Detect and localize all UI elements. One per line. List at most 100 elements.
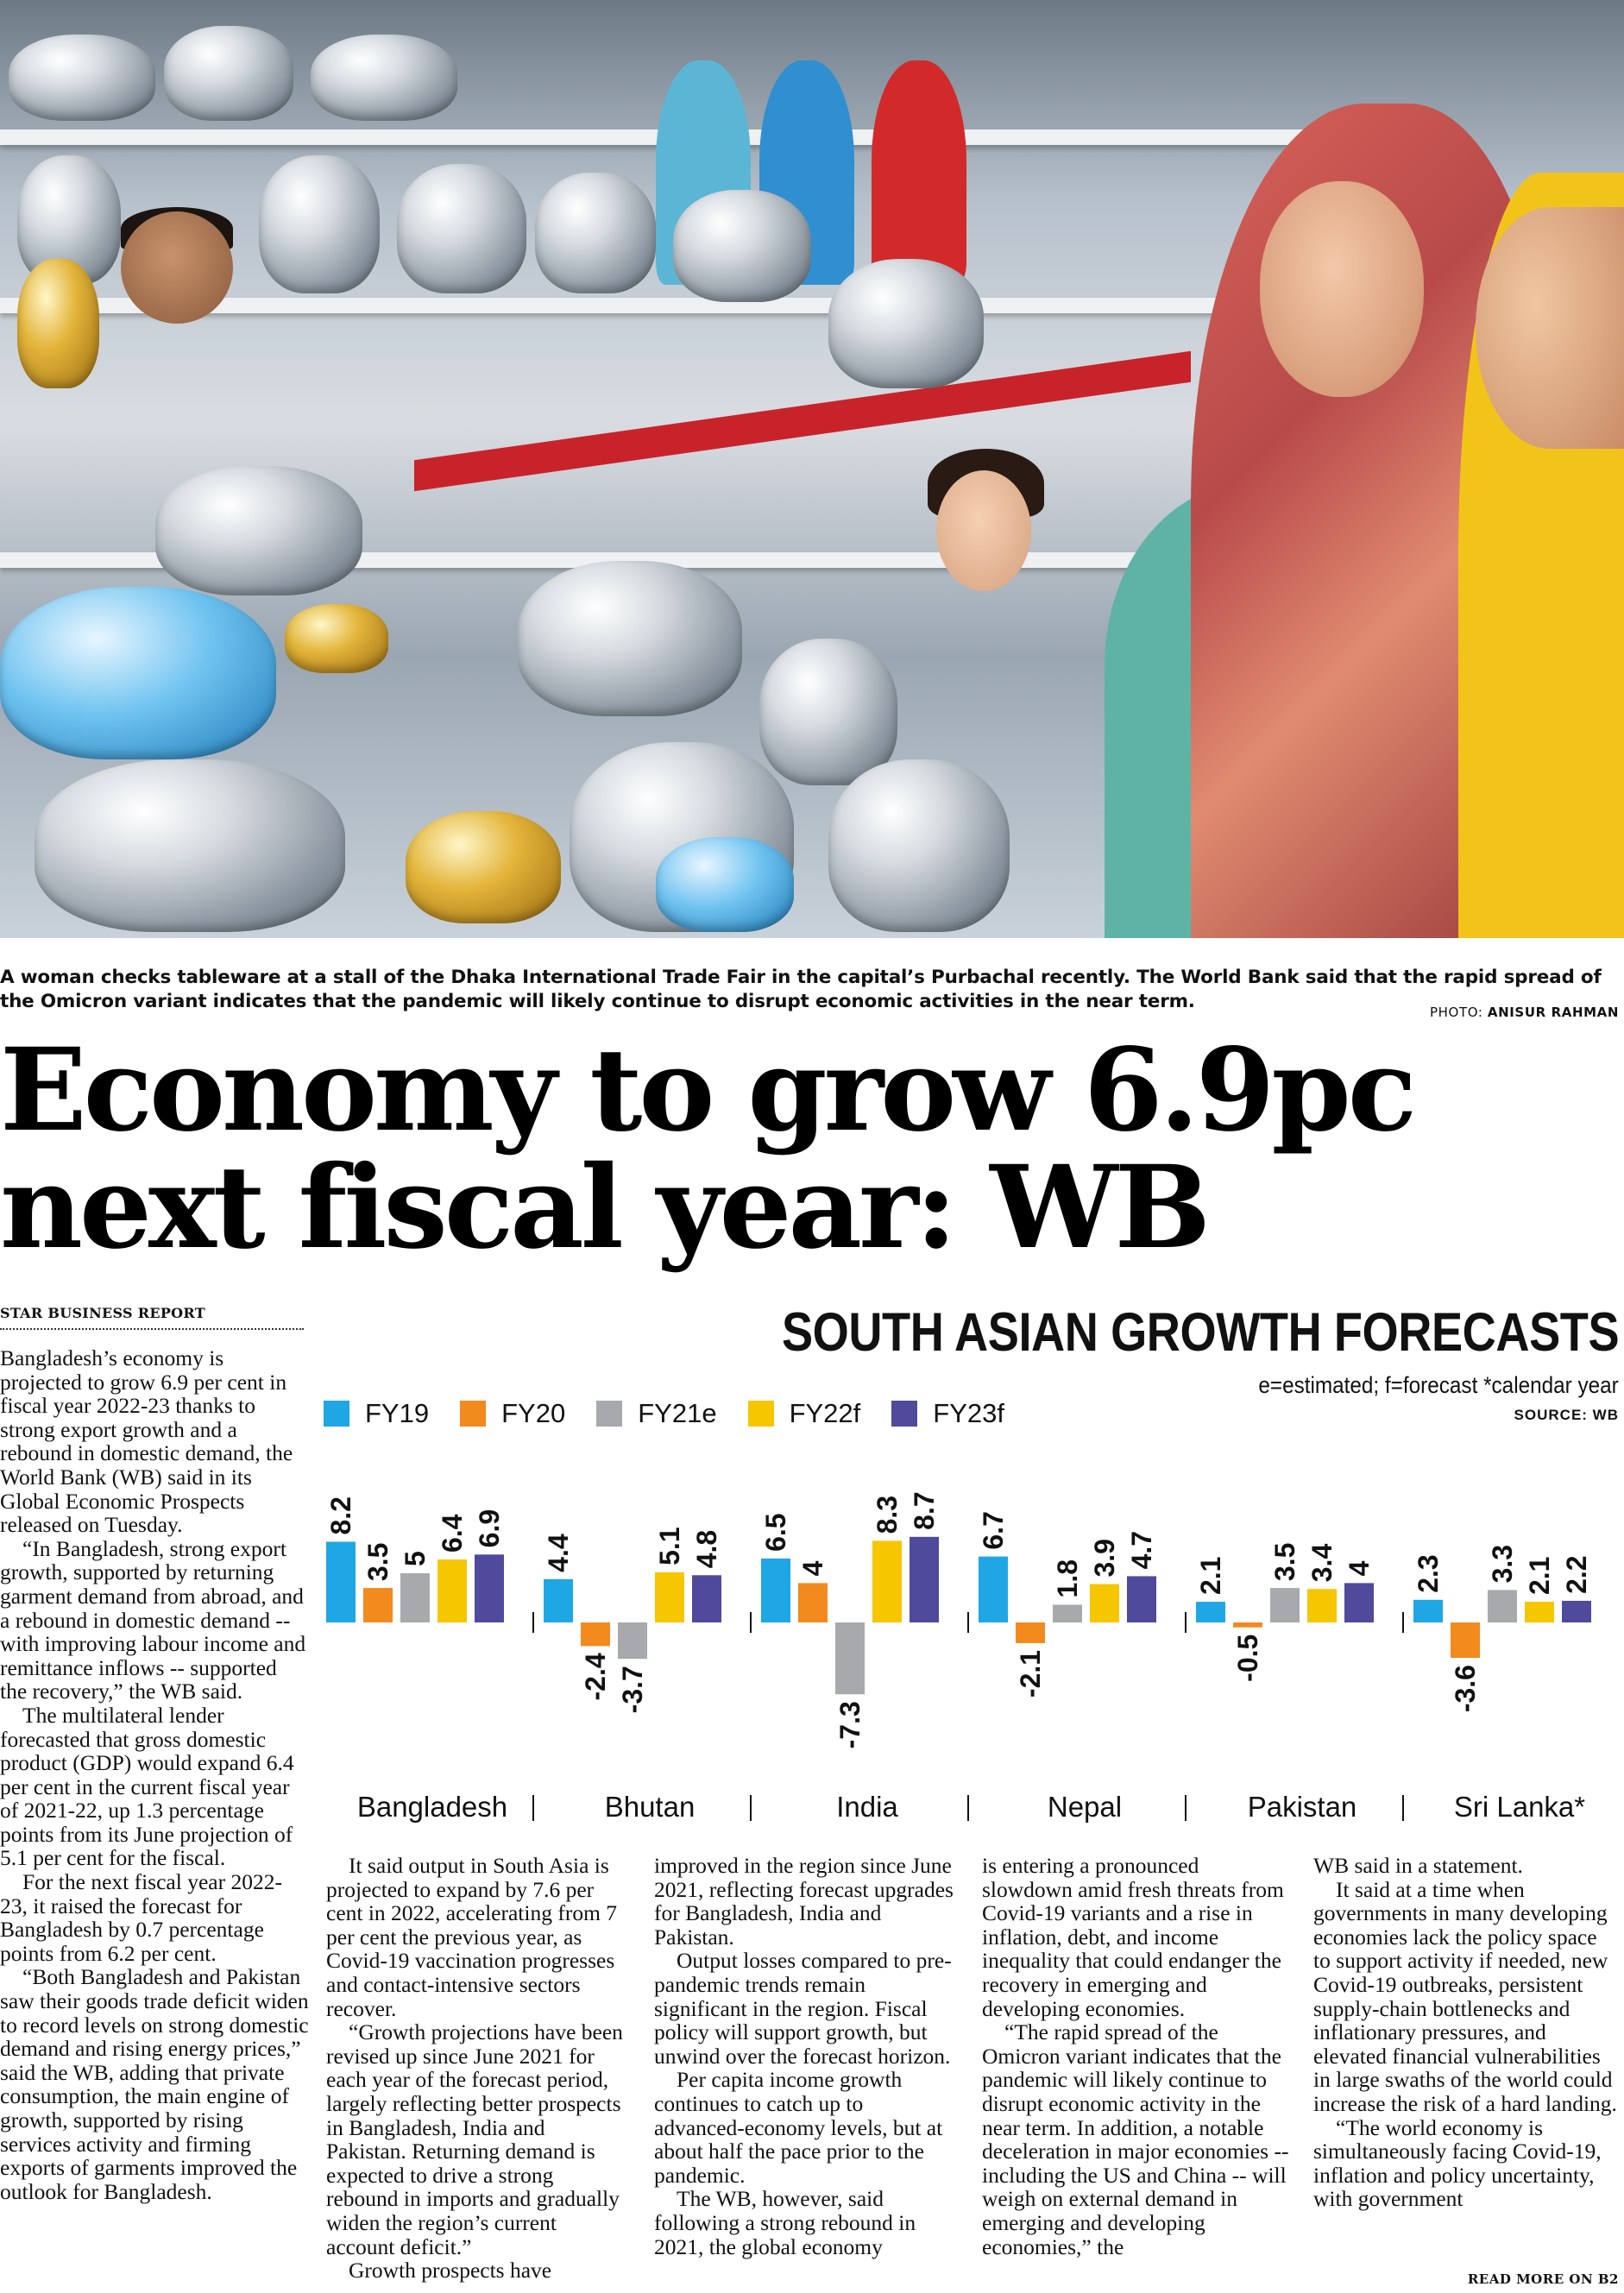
category-label-nepal: Nepal — [1048, 1791, 1122, 1823]
photo-pot — [673, 190, 811, 302]
photo-boy-face — [1476, 207, 1624, 449]
paragraph: Growth prospects have — [349, 2258, 552, 2284]
bar-value-label: 3.4 — [1306, 1544, 1338, 1583]
legend-item-fy23f: FY23f — [891, 1398, 1004, 1429]
legend-item-fy21e: FY21e — [596, 1398, 717, 1429]
paragraph: “Growth projections have been revised up… — [326, 2019, 623, 2259]
bar-value-label: -2.1 — [1015, 1650, 1046, 1698]
bar-value-label: 8.7 — [909, 1491, 940, 1529]
legend-swatch — [891, 1401, 918, 1427]
bar-nepal-fy23f — [1127, 1576, 1156, 1622]
bar-bhutan-fy19 — [544, 1578, 573, 1622]
paragraph: “Both Bangladesh and Pakistan saw their … — [0, 1964, 309, 2204]
photo-vendor — [121, 211, 233, 324]
paragraph: The WB, however, said following a strong… — [654, 2186, 916, 2259]
legend-label: FY23f — [933, 1398, 1004, 1428]
category-label-india: India — [836, 1791, 898, 1823]
category-label-pakistan: Pakistan — [1248, 1791, 1357, 1823]
photo-pot — [828, 759, 1010, 932]
bar-value-label: 3.3 — [1487, 1545, 1518, 1583]
legend-swatch — [747, 1401, 774, 1427]
bar-value-label: -3.7 — [617, 1666, 648, 1713]
chart-source: SOURCE: WB — [1514, 1407, 1619, 1423]
bar-bhutan-fy23f — [692, 1575, 721, 1622]
paragraph: For the next fiscal year 2022-23, it rai… — [0, 1869, 282, 1966]
legend-label: FY19 — [365, 1398, 430, 1428]
bar-india-fy20 — [798, 1583, 828, 1622]
bar-srilanka-fy19 — [1413, 1599, 1443, 1622]
bar-srilanka-fy21e — [1488, 1590, 1517, 1622]
legend-label: FY21e — [638, 1398, 717, 1428]
photo-pot — [259, 155, 380, 293]
bar-value-label: 1.8 — [1052, 1559, 1083, 1597]
photo-shelf — [0, 298, 1313, 313]
legend-label: FY20 — [501, 1398, 566, 1428]
legend-swatch — [324, 1401, 349, 1427]
photo-credit-label: PHOTO: — [1430, 1005, 1488, 1020]
bar-value-label: 6.4 — [437, 1514, 468, 1553]
bar-bhutan-fy20 — [581, 1622, 610, 1647]
bar-value-label: 5 — [400, 1551, 431, 1566]
bar-pakistan-fy19 — [1196, 1602, 1225, 1622]
bar-value-label: -0.5 — [1232, 1635, 1263, 1682]
legend-item-fy19: FY19 — [324, 1398, 429, 1429]
photo-girl-face — [936, 470, 1031, 591]
photo-pot — [518, 561, 742, 716]
photo-pot — [35, 759, 345, 932]
photo-pot — [164, 26, 293, 121]
photo-caption: A woman checks tableware at a stall of t… — [0, 967, 1602, 1012]
photo-credit-name: ANISUR RAHMAN — [1487, 1005, 1619, 1020]
bar-srilanka-fy22f — [1525, 1602, 1554, 1622]
bar-bangladesh-fy20 — [363, 1588, 393, 1622]
bar-value-label: -7.3 — [834, 1701, 866, 1748]
photo-pot — [311, 35, 457, 121]
bar-nepal-fy19 — [979, 1556, 1008, 1622]
paragraph: “The rapid spread of the Omicron variant… — [982, 2019, 1289, 2259]
read-more-link[interactable]: READ MORE ON B2 — [1467, 2271, 1619, 2287]
bar-value-label: 2.3 — [1413, 1554, 1444, 1592]
bar-value-label: 8.2 — [325, 1496, 356, 1534]
photo-pot — [0, 587, 276, 759]
bar-bangladesh-fy19 — [326, 1541, 356, 1622]
bar-value-label: 6.9 — [474, 1509, 505, 1547]
photo-pot — [397, 164, 526, 293]
photo-pot — [406, 811, 561, 923]
paragraph: The multilateral lender forecasted that … — [0, 1702, 294, 1871]
bar-pakistan-fy23f — [1344, 1583, 1374, 1622]
chart-title: SOUTH ASIAN GROWTH FORECASTS — [781, 1302, 1620, 1363]
photo-credit: PHOTO: ANISUR RAHMAN — [1430, 1005, 1619, 1020]
bar-value-label: 3.9 — [1089, 1539, 1120, 1577]
bar-value-label: 5.1 — [654, 1527, 685, 1565]
paragraph: improved in the region since June 2021, … — [654, 1854, 954, 1950]
photo-pot — [155, 466, 362, 595]
bar-nepal-fy22f — [1090, 1584, 1119, 1622]
paragraph: WB said in a statement. — [1313, 1854, 1523, 1878]
photo-pot — [285, 604, 388, 673]
photo-pot — [535, 173, 656, 293]
article-column-4: is entering a pronounced slowdown amid f… — [982, 1854, 1293, 2293]
headline: Economy to grow 6.9pc next fiscal year: … — [0, 1024, 1417, 1275]
bar-value-label: 4.4 — [543, 1534, 574, 1572]
bar-value-label: 2.2 — [1561, 1555, 1592, 1593]
paragraph: “The world economy is simultaneously fac… — [1313, 2114, 1602, 2212]
photo-woman-face — [1260, 181, 1424, 397]
bar-srilanka-fy20 — [1451, 1622, 1480, 1659]
bar-pakistan-fy22f — [1307, 1589, 1337, 1622]
bar-srilanka-fy23f — [1562, 1600, 1591, 1622]
category-label-bangladesh: Bangladesh — [357, 1791, 507, 1823]
bar-bangladesh-fy23f — [475, 1554, 504, 1622]
bar-value-label: -3.6 — [1450, 1665, 1481, 1712]
legend-label: FY22f — [789, 1398, 861, 1428]
photo-pot — [9, 35, 155, 121]
category-label-srilanka: Sri Lanka* — [1454, 1791, 1585, 1823]
legend-swatch — [596, 1401, 623, 1427]
bar-nepal-fy20 — [1016, 1622, 1045, 1643]
legend-item-fy20: FY20 — [460, 1398, 565, 1429]
bar-bangladesh-fy22f — [437, 1559, 467, 1622]
bar-bangladesh-fy21e — [400, 1573, 430, 1622]
photo-pot — [17, 259, 99, 388]
article-column-5: WB said in a statement. It said at a tim… — [1313, 1854, 1617, 2268]
bar-value-label: 6.7 — [978, 1511, 1009, 1549]
legend-item-fy22f: FY22f — [747, 1398, 861, 1429]
